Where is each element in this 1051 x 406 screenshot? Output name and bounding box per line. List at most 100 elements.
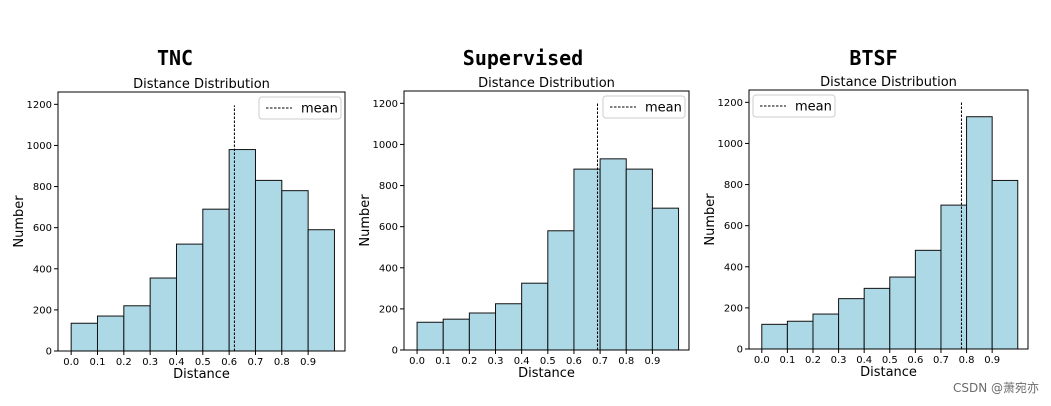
chart-svg-btsf: Distance Distribution 0.0 0.1 0.2 0.3 0.4 0.5 0… <box>703 75 1029 380</box>
x-tick-label: 0.8 <box>618 356 634 367</box>
y-tick-label: 1200 <box>27 100 52 111</box>
x-tick-label: 0.4 <box>514 356 530 367</box>
chart-panel-tnc: TNC Distance Distribution 0.0 0.1 0.2 0.3 0.4… <box>0 0 350 406</box>
x-tick-label: 0.9 <box>300 357 316 368</box>
x-tick-label: 0.7 <box>592 356 608 367</box>
chart-panel-btsf: BTSF Distance Distribution 0.0 0.1 0.2 0.3 0.… <box>696 0 1051 406</box>
y-tick-label: 0 <box>737 345 743 356</box>
x-tick-label: 0.6 <box>566 356 582 367</box>
x-tick-label: 0.4 <box>856 355 872 366</box>
legend: mean <box>752 94 836 118</box>
x-tick-label: 0.8 <box>959 355 975 366</box>
x-tick-label: 0.0 <box>754 355 770 366</box>
x-tick-label: 0.9 <box>984 355 1000 366</box>
y-tick-label: 800 <box>379 181 398 192</box>
y-tick-label: 1000 <box>373 140 398 151</box>
x-tick-label: 0.7 <box>248 357 264 368</box>
x-tick-label: 0.0 <box>409 356 425 367</box>
x-tick-label: 0.8 <box>274 357 290 368</box>
histogram-bar <box>573 168 601 351</box>
plot-frame <box>748 89 1029 350</box>
chart-svg-supervised: Distance Distribution 0.0 0.1 0.2 0.3 0.4 0.5 0… <box>358 76 690 381</box>
y-axis-label: Number <box>703 193 718 246</box>
chart-title: TNC <box>156 46 194 70</box>
histogram-bar <box>786 320 814 350</box>
histogram-bar <box>495 303 523 351</box>
y-tick-label: 600 <box>724 221 743 232</box>
y-tick-label: 1200 <box>373 99 398 110</box>
plot-frame <box>57 91 346 352</box>
x-tick-label: 0.5 <box>540 356 556 367</box>
histogram-bar <box>228 149 256 352</box>
x-tick-label: 0.1 <box>435 356 451 367</box>
x-tick-label: 0.3 <box>142 357 158 368</box>
y-tick-label: 0 <box>392 346 398 357</box>
histogram-bar <box>202 208 230 352</box>
x-tick-label: 0.5 <box>882 355 898 366</box>
y-tick-label: 400 <box>33 264 52 275</box>
y-tick-label: 800 <box>724 180 743 191</box>
legend-box <box>752 94 836 118</box>
histogram-bar <box>281 190 309 352</box>
histogram-bar <box>812 313 840 350</box>
histogram-bar <box>651 207 680 351</box>
histogram-bar <box>123 305 151 352</box>
y-axis-label: Number <box>358 194 373 247</box>
histogram-bar <box>761 323 788 350</box>
legend-box <box>258 96 342 120</box>
x-tick-label: 0.2 <box>116 357 132 368</box>
y-tick-label: 1000 <box>27 141 52 152</box>
histogram-bar <box>149 277 177 352</box>
histogram-bar <box>70 322 98 352</box>
x-axis-label: Distance <box>860 365 917 380</box>
watermark: CSDN @萧宛亦 <box>952 381 1039 395</box>
chart-subtitle: Distance Distribution <box>820 75 957 90</box>
x-tick-label: 0.6 <box>907 355 923 366</box>
x-axis-label: Distance <box>173 367 230 382</box>
legend: mean <box>602 95 686 119</box>
x-tick-label: 0.2 <box>805 355 821 366</box>
histogram-bar <box>863 287 891 350</box>
x-tick-label: 0.0 <box>63 357 79 368</box>
y-tick-label: 200 <box>379 304 398 315</box>
legend: mean <box>258 96 342 120</box>
y-tick-label: 200 <box>33 305 52 316</box>
chart-subtitle: Distance Distribution <box>478 76 615 91</box>
y-tick-label: 400 <box>379 263 398 274</box>
x-tick-label: 0.4 <box>169 357 185 368</box>
chart-title: BTSF <box>849 46 898 70</box>
y-tick-label: 1200 <box>718 98 743 109</box>
histogram-bar <box>599 158 627 351</box>
x-tick-label: 0.9 <box>644 356 660 367</box>
histogram-bar <box>416 321 444 351</box>
x-tick-label: 0.1 <box>90 357 106 368</box>
histogram-bar <box>914 249 942 350</box>
y-tick-label: 400 <box>724 262 743 273</box>
histogram-bar <box>96 315 125 352</box>
histogram-bar <box>468 312 497 351</box>
histogram-bar <box>940 204 968 350</box>
y-tick-label: 600 <box>33 223 52 234</box>
legend-label: mean <box>301 102 338 117</box>
histogram-bar <box>547 230 575 351</box>
y-tick-label: 800 <box>33 182 52 193</box>
y-tick-label: 600 <box>379 222 398 233</box>
histogram-bar <box>175 243 204 352</box>
histogram-bar <box>442 318 470 351</box>
y-tick-label: 1000 <box>718 139 743 150</box>
histogram-bar <box>838 298 865 350</box>
histogram-bar <box>966 116 993 350</box>
histogram-bar <box>307 229 335 352</box>
x-axis-label: Distance <box>518 366 575 381</box>
x-tick-label: 0.2 <box>461 356 477 367</box>
histogram-bar <box>889 276 916 350</box>
x-tick-label: 0.3 <box>831 355 847 366</box>
legend-label: mean <box>645 101 682 116</box>
legend-label: mean <box>795 100 832 115</box>
histogram-bar <box>991 179 1019 350</box>
legend-box <box>602 95 686 119</box>
chart-subtitle: Distance Distribution <box>133 77 270 92</box>
chart-svg-tnc: Distance Distribution 0.0 0.1 0.2 0.3 0.4 0.5 0… <box>12 77 346 382</box>
x-tick-label: 0.7 <box>933 355 949 366</box>
histogram-bar <box>521 282 549 351</box>
